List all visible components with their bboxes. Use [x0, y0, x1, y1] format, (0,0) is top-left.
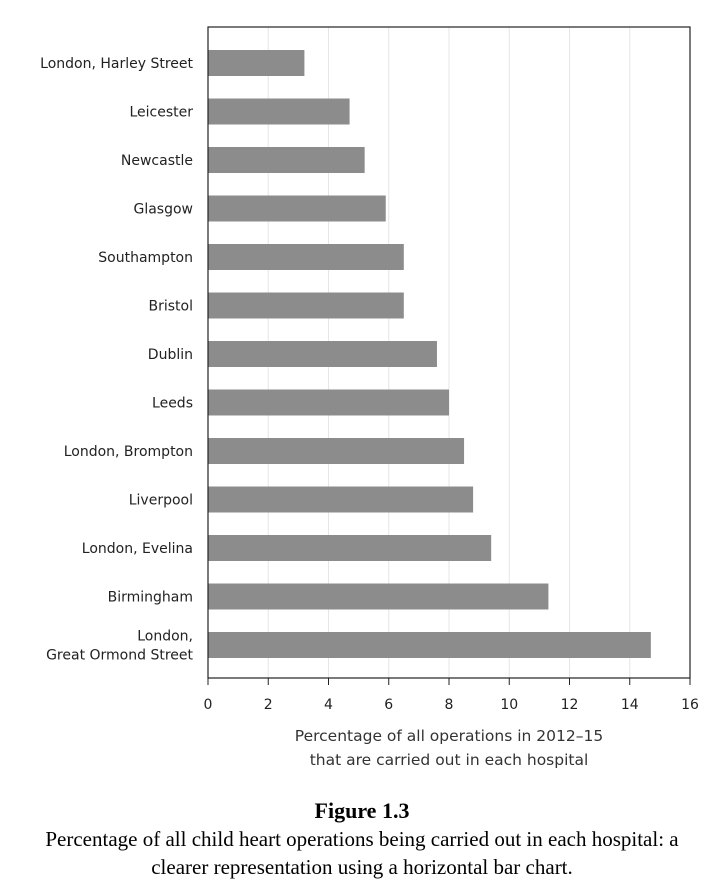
bar: [208, 147, 365, 173]
bar: [208, 244, 404, 270]
category-label: Great Ormond Street: [46, 648, 193, 664]
x-tick-label: 10: [500, 697, 518, 713]
bar: [208, 195, 386, 222]
horizontal-bar-chart: London, Harley Street Leicester Newcastle G…: [40, 26, 699, 769]
bar: [208, 389, 449, 416]
category-label: Liverpool: [129, 493, 193, 509]
x-axis-title: that are carried out in each hospital: [310, 751, 589, 769]
category-label: Bristol: [149, 299, 194, 315]
bar: [208, 583, 549, 610]
bar: [208, 438, 465, 464]
chart: London, Harley Street Leicester Newcastle G…: [40, 26, 699, 769]
x-tick-label: 12: [561, 697, 579, 713]
category-label: London, Evelina: [82, 541, 193, 557]
x-tick-label: 14: [621, 697, 639, 713]
category-label: Birmingham: [108, 590, 193, 606]
bar: [208, 535, 492, 561]
category-label: London, Harley Street: [40, 56, 193, 72]
category-label: Leicester: [129, 105, 193, 121]
bar: [208, 632, 651, 658]
bar: [208, 341, 437, 367]
category-label: London,: [137, 629, 193, 645]
bar: [208, 486, 474, 513]
category-label: Newcastle: [121, 153, 193, 169]
category-label: Leeds: [152, 396, 193, 412]
x-axis-title: Percentage of all operations in 2012–15: [295, 727, 603, 745]
bar: [208, 292, 404, 319]
figure-caption: Figure 1.3 Percentage of all child heart…: [0, 797, 724, 881]
x-tick-label: 16: [681, 697, 699, 713]
category-label: Dublin: [148, 347, 193, 363]
bar: [208, 50, 305, 76]
x-tick-label: 4: [324, 697, 333, 713]
category-label: Glasgow: [133, 202, 193, 218]
x-tick-label: 2: [264, 697, 273, 713]
figure-number: Figure 1.3: [314, 798, 410, 823]
x-tick-label: 0: [204, 697, 213, 713]
bar: [208, 98, 350, 125]
category-label: London, Brompton: [64, 444, 193, 460]
x-tick-label: 8: [445, 697, 454, 713]
x-tick-label: 6: [384, 697, 393, 713]
figure-caption-text: Percentage of all child heart operations…: [45, 827, 679, 879]
category-label: Southampton: [98, 250, 193, 266]
